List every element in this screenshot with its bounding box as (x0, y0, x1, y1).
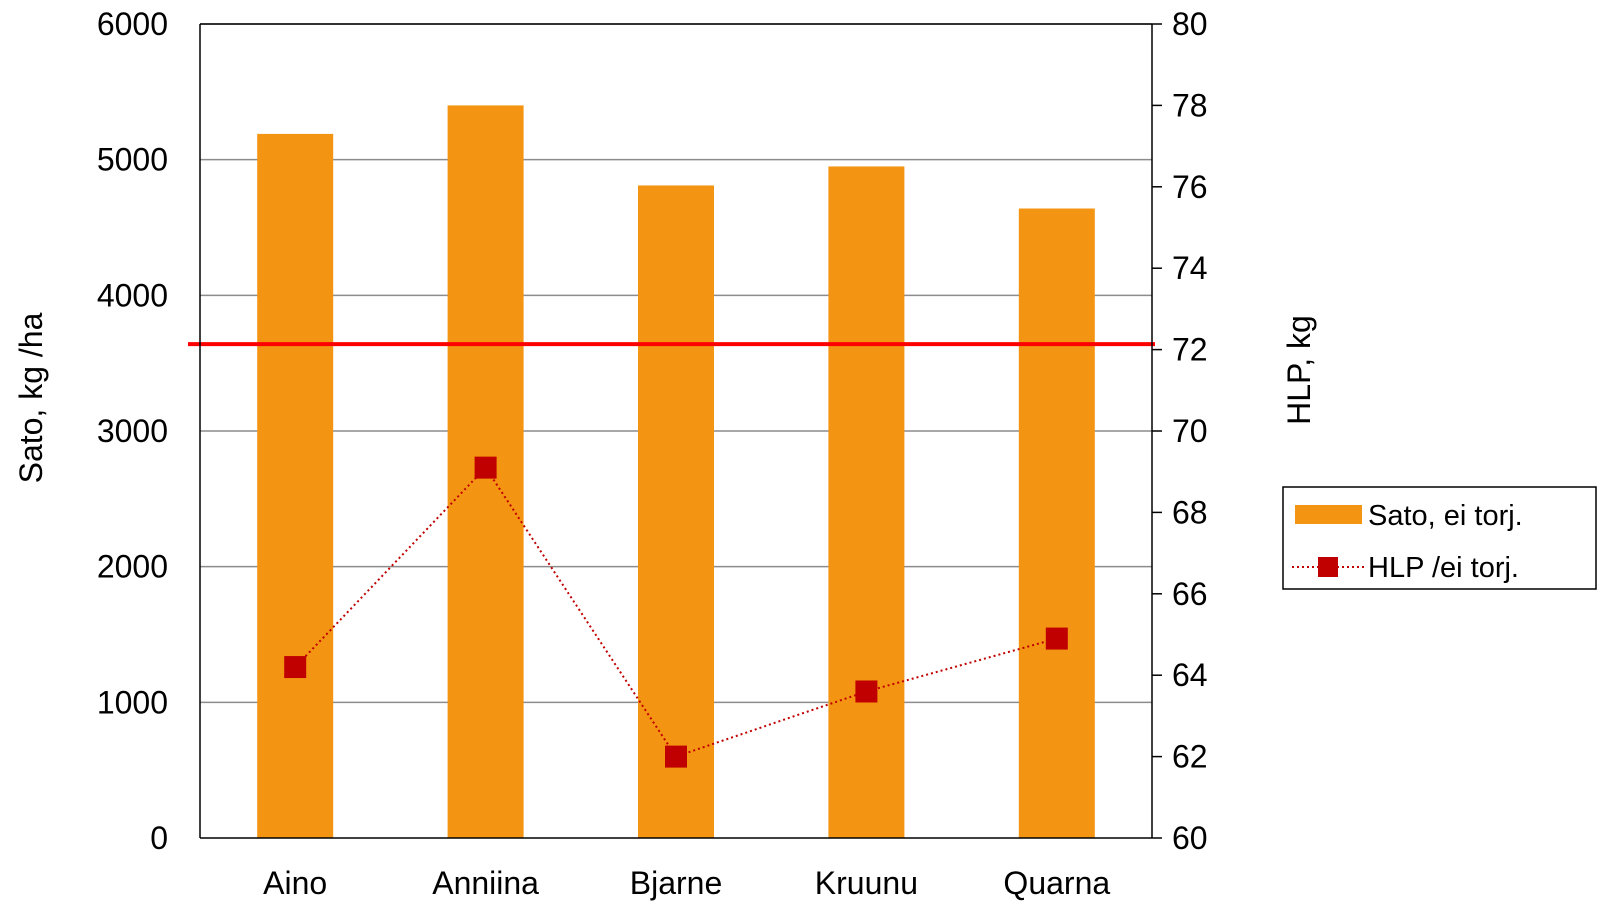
right-tick-label: 72 (1172, 332, 1208, 368)
x-tick-label: Aino (263, 865, 327, 901)
marker-aino (284, 656, 307, 679)
right-tick-label: 68 (1172, 494, 1208, 530)
right-tick-label: 76 (1172, 169, 1208, 205)
right-tick-label: 80 (1172, 6, 1208, 42)
marker-bjarne (665, 745, 687, 768)
x-axis-ticks: Aino Anniina Bjarne Kruunu Quarna (263, 865, 1110, 901)
left-axis-title: Sato, kg /ha (13, 312, 49, 483)
left-tick-label: 5000 (97, 142, 168, 178)
bar-quarna (1018, 208, 1095, 839)
legend-label-hlp: HLP /ei torj. (1368, 552, 1519, 584)
right-axis-ticks: 60 62 64 66 68 70 72 74 76 78 80 (1152, 6, 1208, 856)
left-axis-ticks: 0 1000 2000 3000 4000 5000 6000 (97, 6, 168, 856)
right-axis-title: HLP, kg (1281, 315, 1317, 425)
x-tick-label: Bjarne (630, 865, 723, 901)
right-tick-label: 70 (1172, 413, 1208, 449)
left-tick-label: 1000 (97, 684, 168, 720)
bars (257, 105, 1095, 839)
right-tick-label: 66 (1172, 576, 1208, 612)
left-tick-label: 0 (150, 820, 168, 856)
marker-anniina (474, 456, 497, 479)
hlp-markers (284, 456, 1068, 768)
x-tick-label: Quarna (1003, 865, 1110, 901)
bar-kruunu (828, 166, 905, 838)
left-tick-label: 4000 (97, 277, 168, 313)
right-tick-label: 74 (1172, 250, 1208, 286)
legend-swatch-bar (1295, 505, 1362, 524)
x-tick-label: Anniina (432, 865, 539, 901)
left-tick-label: 6000 (97, 6, 168, 42)
x-tick-label: Kruunu (815, 865, 918, 901)
bar-bjarne (638, 185, 714, 838)
left-tick-label: 2000 (97, 549, 168, 585)
legend: Sato, ei torj. HLP /ei torj. (1282, 486, 1597, 590)
marker-kruunu (855, 680, 878, 703)
bar-aino (257, 133, 334, 838)
right-tick-label: 78 (1172, 87, 1208, 123)
legend-swatch-marker (1318, 557, 1338, 577)
right-tick-label: 64 (1172, 657, 1208, 693)
marker-quarna (1045, 627, 1068, 650)
right-tick-label: 62 (1172, 739, 1208, 775)
left-tick-label: 3000 (97, 413, 168, 449)
right-tick-label: 60 (1172, 820, 1208, 856)
legend-label-sato: Sato, ei torj. (1368, 500, 1523, 532)
